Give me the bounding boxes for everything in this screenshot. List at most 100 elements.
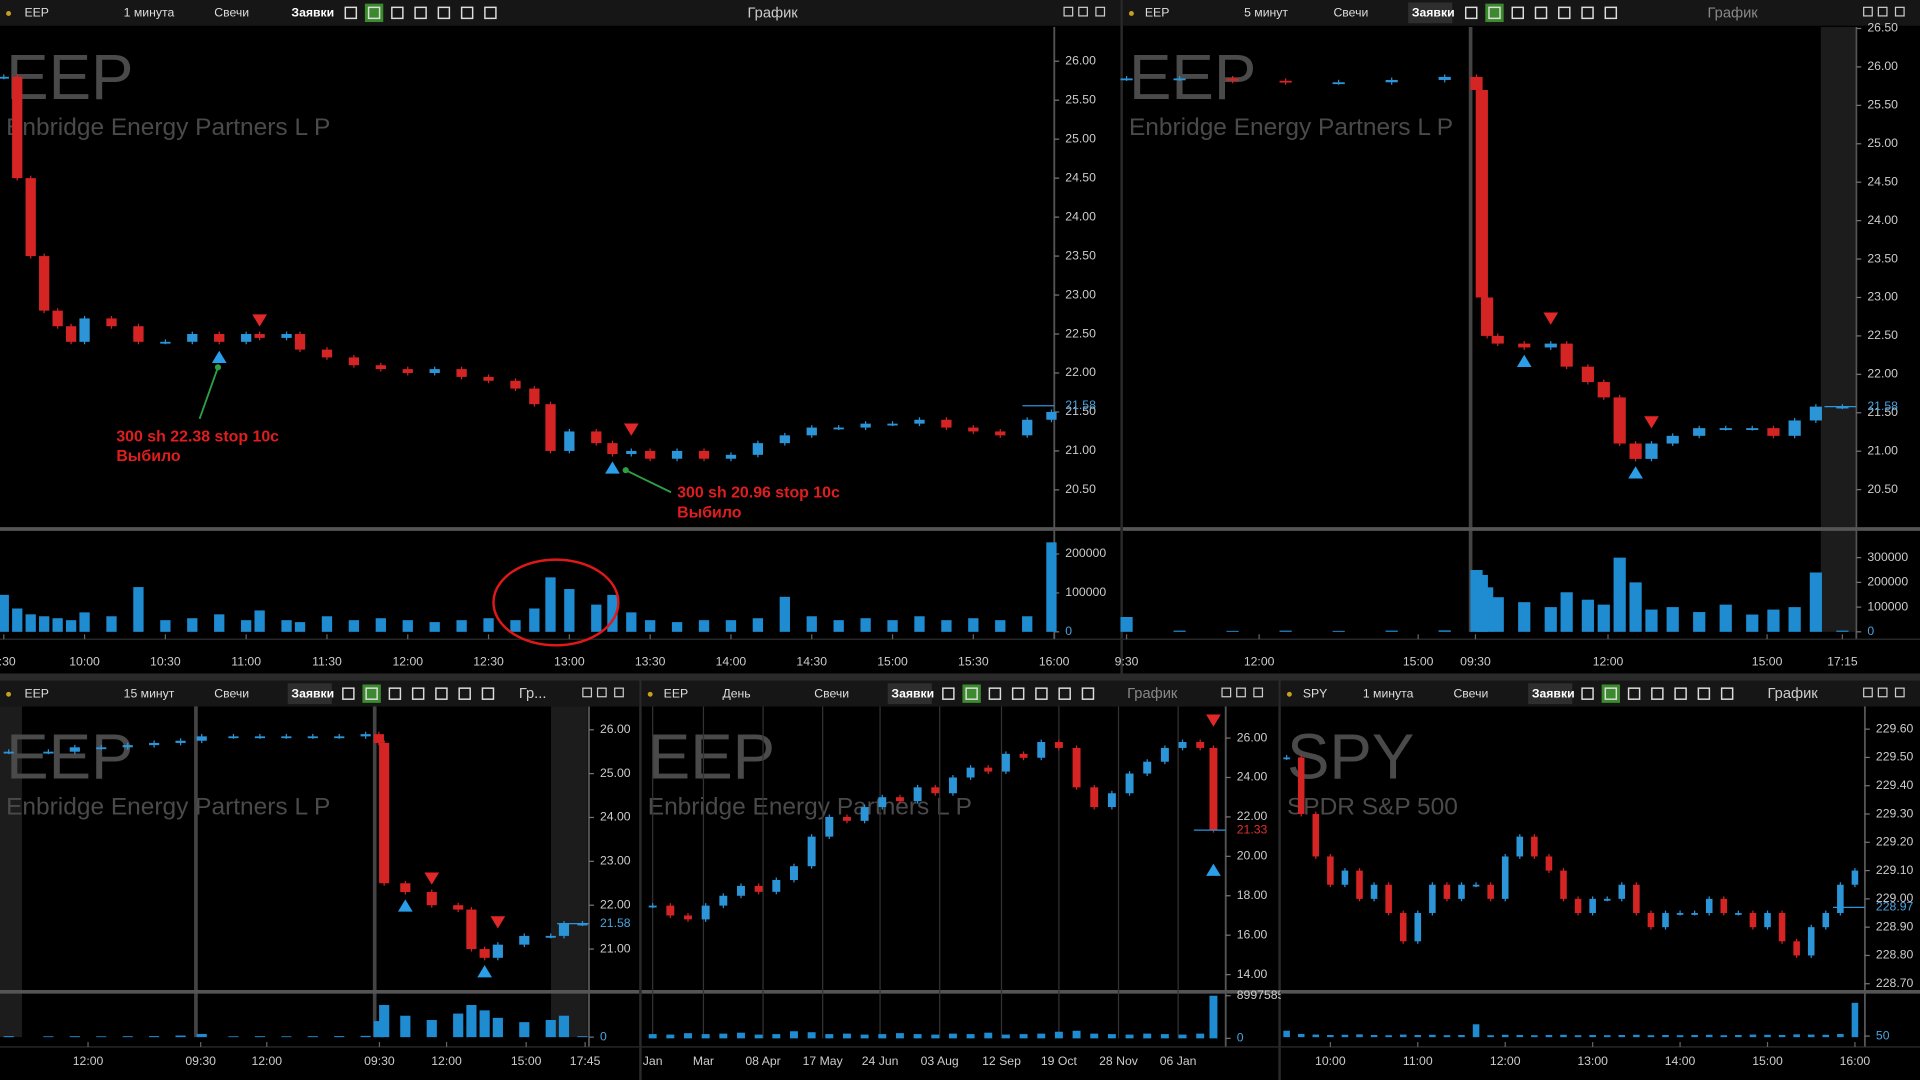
window-button[interactable] xyxy=(1863,687,1873,698)
candle xyxy=(1173,78,1186,81)
arrow-head xyxy=(622,467,629,474)
window-button[interactable] xyxy=(582,687,593,698)
window-button[interactable] xyxy=(1253,687,1264,698)
window-button[interactable] xyxy=(596,687,607,698)
tool-icon[interactable] xyxy=(1651,687,1664,700)
tool-icon[interactable] xyxy=(344,6,358,20)
tool-icon[interactable] xyxy=(1558,6,1571,20)
y-tick-label: 22.50 xyxy=(1065,326,1096,340)
interval-field[interactable]: 15 минут xyxy=(124,687,175,701)
window-button[interactable] xyxy=(1877,6,1888,17)
volume-bar xyxy=(1399,1034,1407,1038)
buy-marker xyxy=(1516,354,1532,368)
candle xyxy=(52,310,63,327)
window-button[interactable] xyxy=(1894,6,1905,17)
candle xyxy=(254,736,265,739)
window-button[interactable] xyxy=(614,687,624,698)
candle xyxy=(671,450,683,459)
volume-bar xyxy=(254,610,265,632)
y-tick-label: 25.50 xyxy=(1065,92,1096,106)
style-field[interactable]: Свечи xyxy=(814,687,849,701)
y-tick-label: 24.00 xyxy=(1065,209,1096,223)
tool-icon[interactable] xyxy=(435,687,448,700)
tool-icon[interactable] xyxy=(342,687,355,700)
volume-bar xyxy=(429,622,440,632)
tool-icon[interactable] xyxy=(942,687,955,700)
tool-icon[interactable] xyxy=(965,687,978,700)
style-field[interactable]: Свечи xyxy=(1333,6,1368,20)
zoom-icon[interactable] xyxy=(1601,684,1620,703)
zoom-icon[interactable] xyxy=(362,684,381,703)
interval-field[interactable]: День xyxy=(722,687,750,701)
tool-icon[interactable] xyxy=(1674,687,1687,700)
interval-field[interactable]: 1 минута xyxy=(1363,687,1414,701)
window-button[interactable] xyxy=(1236,687,1246,698)
tool-icon[interactable] xyxy=(481,687,495,700)
tool-icon[interactable] xyxy=(1058,687,1071,700)
candle xyxy=(1560,343,1573,367)
tool-icon[interactable] xyxy=(437,6,451,20)
tool-icon[interactable] xyxy=(1697,687,1711,700)
x-tick-label: 15:00 xyxy=(877,655,908,669)
tool-icon[interactable] xyxy=(1488,6,1501,20)
tool-icon[interactable] xyxy=(388,687,402,700)
orders-button[interactable]: Заявки xyxy=(291,6,334,20)
zoom-icon[interactable] xyxy=(1485,3,1504,23)
window-button[interactable] xyxy=(1221,687,1232,698)
symbol-field[interactable]: EEP xyxy=(24,687,48,701)
candle xyxy=(1370,884,1378,899)
candle xyxy=(1491,335,1504,344)
symbol-field[interactable]: EEP xyxy=(24,6,48,20)
tool-icon[interactable] xyxy=(988,687,1002,700)
tool-icon[interactable] xyxy=(1035,687,1048,700)
tool-icon[interactable] xyxy=(411,687,425,700)
x-tick-label: 13:30 xyxy=(635,655,666,669)
orders-button[interactable]: Заявки xyxy=(1412,6,1455,20)
tool-icon[interactable] xyxy=(458,687,471,700)
volume-bar xyxy=(966,1034,975,1039)
window-button[interactable] xyxy=(1877,687,1888,698)
tool-icon[interactable] xyxy=(367,6,381,20)
interval-field[interactable]: 5 минут xyxy=(1244,6,1288,20)
zoom-icon[interactable] xyxy=(962,684,981,703)
tool-icon[interactable] xyxy=(1604,6,1618,20)
tool-icon[interactable] xyxy=(1581,687,1594,700)
window-button[interactable] xyxy=(1863,6,1873,17)
style-field[interactable]: Свечи xyxy=(1453,687,1488,701)
tool-icon[interactable] xyxy=(460,6,474,20)
style-field[interactable]: Свечи xyxy=(214,6,249,20)
symbol-field[interactable]: EEP xyxy=(664,687,688,701)
tool-icon[interactable] xyxy=(1604,687,1618,700)
window-button[interactable] xyxy=(1078,6,1088,17)
tool-icon[interactable] xyxy=(1081,687,1095,700)
window-button[interactable] xyxy=(1894,687,1905,698)
x-tick-label: 12 Sep xyxy=(982,1054,1021,1068)
volume-bar xyxy=(842,1033,851,1039)
volume-bar xyxy=(379,1005,390,1038)
tool-icon[interactable] xyxy=(414,6,427,20)
buy-marker xyxy=(1206,863,1221,876)
window-button[interactable] xyxy=(1063,6,1074,17)
tool-icon[interactable] xyxy=(1581,6,1594,20)
volume-bar xyxy=(968,618,979,632)
tool-icon[interactable] xyxy=(484,6,497,20)
orders-button[interactable]: Заявки xyxy=(291,687,334,701)
tool-icon[interactable] xyxy=(391,6,404,20)
interval-field[interactable]: 1 минута xyxy=(124,6,175,20)
symbol-field[interactable]: EEP xyxy=(1145,6,1169,20)
zoom-icon[interactable] xyxy=(364,3,384,23)
tool-icon[interactable] xyxy=(1464,6,1478,20)
tool-icon[interactable] xyxy=(1534,6,1548,20)
symbol-field[interactable]: SPY xyxy=(1303,687,1327,701)
orders-button[interactable]: Заявки xyxy=(1532,687,1575,701)
orders-button[interactable]: Заявки xyxy=(891,687,934,701)
tool-icon[interactable] xyxy=(365,687,378,700)
window-button[interactable] xyxy=(1095,6,1106,17)
tool-icon[interactable] xyxy=(1627,687,1641,700)
tool-icon[interactable] xyxy=(1011,687,1025,700)
volume-bar xyxy=(1518,602,1531,632)
style-field[interactable]: Свечи xyxy=(214,687,249,701)
tool-icon[interactable] xyxy=(1511,6,1524,20)
tool-icon[interactable] xyxy=(1720,687,1734,700)
